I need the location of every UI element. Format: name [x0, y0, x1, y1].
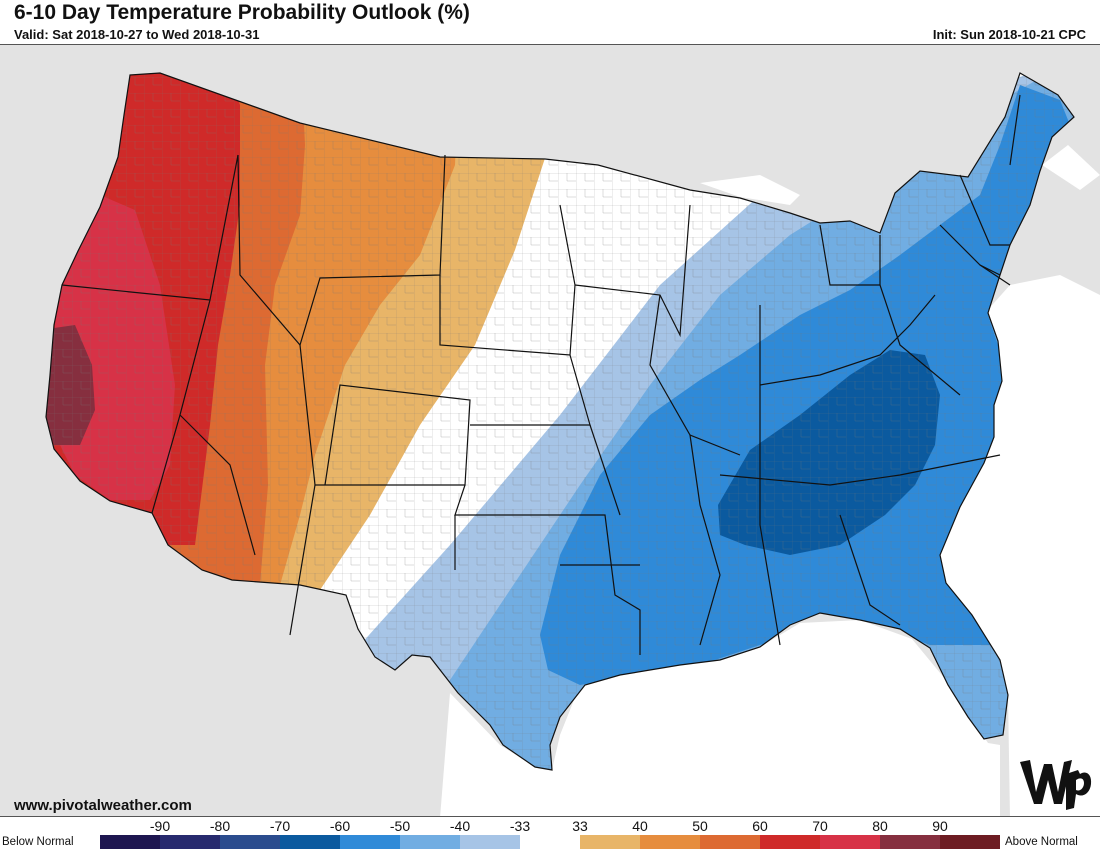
legend-below-label: Below Normal — [2, 836, 74, 848]
legend-tick-label: -50 — [389, 818, 411, 834]
legend-above-label: Above Normal — [1005, 836, 1078, 848]
state-borders — [45, 72, 1075, 771]
site-credit: www.pivotalweather.com — [14, 797, 192, 814]
legend-swatch — [820, 835, 880, 849]
legend-swatch — [160, 835, 220, 849]
legend-swatch — [700, 835, 760, 849]
lake-superior — [700, 175, 800, 205]
map-panel — [0, 44, 1100, 817]
legend-swatch — [400, 835, 460, 849]
legend-swatch — [280, 835, 340, 849]
legend-tick-label: 90 — [932, 818, 948, 834]
atlantic-ocean — [940, 275, 1100, 816]
legend-tick-label: 33 — [572, 818, 588, 834]
legend-swatch — [640, 835, 700, 849]
legend-swatch — [940, 835, 1000, 849]
legend: Below Normal Above Normal -90 -80 -70 -60 -5… — [0, 817, 1100, 850]
legend-tick-label: 50 — [692, 818, 708, 834]
legend-swatch — [100, 835, 160, 849]
legend-swatch — [460, 835, 520, 849]
legend-swatch — [220, 835, 280, 849]
legend-swatch — [580, 835, 640, 849]
init-time: Init: Sun 2018-10-21 CPC — [932, 27, 1086, 42]
legend-swatch — [340, 835, 400, 849]
legend-tick-label: -90 — [149, 818, 171, 834]
gulf-of-mexico — [440, 620, 1000, 816]
legend-swatch — [760, 835, 820, 849]
map-title: 6-10 Day Temperature Probability Outlook… — [14, 1, 470, 24]
valid-period: Valid: Sat 2018-10-27 to Wed 2018-10-31 — [14, 27, 260, 42]
gulf-of-st-lawrence — [1042, 145, 1100, 190]
legend-tick-label: -33 — [509, 818, 531, 834]
legend-swatch — [520, 835, 580, 849]
legend-swatch — [880, 835, 940, 849]
legend-tick-label: 70 — [812, 818, 828, 834]
legend-tick-label: -80 — [209, 818, 231, 834]
legend-tick-label: 60 — [752, 818, 768, 834]
legend-tick-label: 40 — [632, 818, 648, 834]
legend-tick-label: -70 — [269, 818, 291, 834]
legend-tick-label: -40 — [449, 818, 471, 834]
legend-colorbar — [100, 835, 1000, 849]
header: 6-10 Day Temperature Probability Outlook… — [0, 0, 1100, 44]
washington-post-logo — [1020, 760, 1092, 810]
map-canvas — [0, 45, 1100, 816]
legend-tick-label: -60 — [329, 818, 351, 834]
legend-tick-label: 80 — [872, 818, 888, 834]
